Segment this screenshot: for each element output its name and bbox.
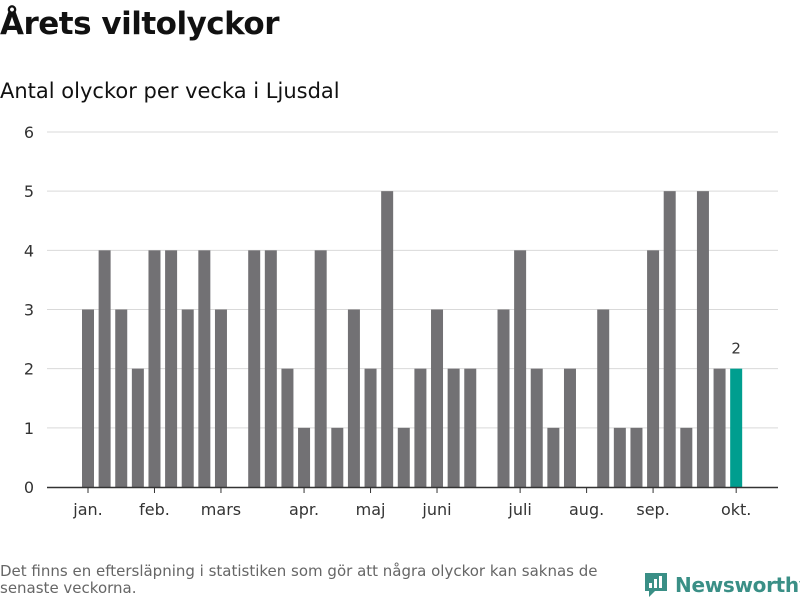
x-tick-label: jan. [72,500,102,519]
y-tick-label: 1 [24,419,34,438]
bar [148,250,161,487]
y-tick-label: 3 [24,301,34,320]
bar [347,309,360,487]
x-tick-label: okt. [721,500,751,519]
x-tick-label: mars [201,500,241,519]
bar [597,309,610,487]
bar [730,368,743,487]
bar [514,250,527,487]
bar [131,368,144,487]
y-tick-label: 2 [24,360,34,379]
bar [381,191,394,487]
bar [264,250,277,487]
bar [397,427,410,487]
bar-chart: 0 1 2 3 4 5 6 jan. feb. mars apr. maj juni juli aug. se… [24,123,778,519]
newsworthy-logo-icon [645,573,667,597]
y-tick-label: 5 [24,182,34,201]
x-tick-label: maj [356,500,386,519]
bar [447,368,460,487]
bar [630,427,643,487]
data-label: 2 [731,340,741,358]
bar [680,427,693,487]
chart-title: Årets viltolyckor [0,6,280,42]
bar [82,309,94,487]
bar [647,250,660,487]
x-tick-label: aug. [569,500,604,519]
bar [613,427,626,487]
x-tick-label: apr. [289,500,319,519]
bar [214,309,227,487]
bar [414,368,427,487]
bar [298,427,311,487]
bar [98,250,111,487]
bar [281,368,294,487]
x-tick-label: sep. [636,500,669,519]
bar [713,368,726,487]
bar [497,309,510,487]
bar [115,309,128,487]
bar [331,427,344,487]
y-tick-label: 6 [24,123,34,142]
brand-logo[interactable]: Newsworthy [643,570,800,600]
chart-subtitle: Antal olyckor per vecka i Ljusdal [0,79,340,103]
bar [547,427,560,487]
bar [181,309,194,487]
bar [314,250,327,487]
bar [663,191,676,487]
x-tick-label: juli [507,500,531,519]
bar [563,368,576,487]
bar [248,250,261,487]
bar [530,368,543,487]
bar [464,368,477,487]
brand-name: Newsworthy [675,573,800,597]
x-tick-label: feb. [139,500,170,519]
footnote: Det finns en eftersläpning i statistiken… [0,562,598,597]
bar [165,250,178,487]
bar [364,368,377,487]
bar [198,250,211,487]
y-tick-label: 4 [24,241,34,260]
x-tick-label: juni [421,500,451,519]
bar [696,191,709,487]
bar [431,309,444,487]
y-tick-label: 0 [24,478,34,497]
